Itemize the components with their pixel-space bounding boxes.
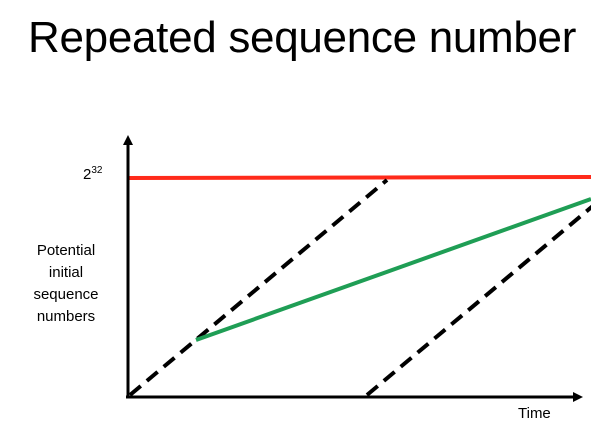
y-axis-label-line: sequence bbox=[33, 286, 99, 303]
max-sequence-line bbox=[127, 175, 591, 180]
y-axis-label-line: numbers bbox=[36, 308, 96, 325]
y-axis-label: Potential initial sequence numbers bbox=[18, 240, 114, 328]
y-max-label-base: 2 bbox=[83, 166, 92, 183]
dashed-range-line-1 bbox=[128, 178, 389, 397]
y-axis-label-line: Potential bbox=[36, 242, 96, 259]
y-max-label: 232 bbox=[83, 165, 102, 183]
slide-title: Repeated sequence number bbox=[28, 13, 577, 62]
dashed-range-line-2 bbox=[365, 204, 591, 397]
y-axis-label-line: initial bbox=[48, 264, 84, 281]
isn-clock-line bbox=[195, 197, 591, 342]
y-max-label-exponent: 32 bbox=[91, 165, 103, 176]
x-axis-label: Time bbox=[518, 405, 551, 422]
